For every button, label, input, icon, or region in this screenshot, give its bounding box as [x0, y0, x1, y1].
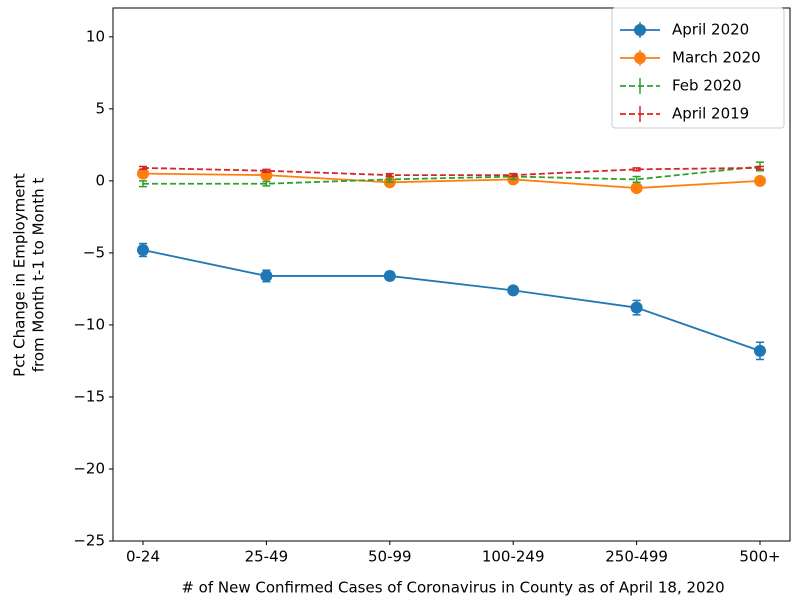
y-tick-label: 0 [95, 171, 105, 189]
x-tick-label: 50-99 [368, 548, 412, 566]
x-tick-label: 500+ [739, 548, 780, 566]
x-tick-label: 25-49 [245, 548, 289, 566]
y-tick-label: −20 [73, 459, 105, 477]
x-tick-label: 100-249 [482, 548, 545, 566]
marker [137, 167, 149, 180]
marker [260, 269, 273, 282]
legend-marker [634, 24, 646, 36]
x-axis-label: # of New Confirmed Cases of Coronavirus … [181, 579, 724, 597]
marker [754, 174, 766, 187]
error-bar [139, 180, 147, 188]
error-bar [262, 168, 271, 173]
y-tick-label: 10 [86, 27, 105, 45]
series-line [142, 167, 761, 177]
legend-marker [634, 52, 646, 64]
marker [383, 269, 396, 282]
y-tick-label: −10 [73, 315, 105, 333]
series-line [142, 172, 761, 189]
error-bar [756, 165, 764, 171]
error-bar [139, 165, 147, 171]
legend-box [611, 7, 785, 129]
error-bar [262, 180, 271, 187]
error-bar [632, 175, 641, 184]
marker [630, 182, 643, 195]
y-tick-label: −5 [83, 243, 105, 261]
error-bar [509, 172, 518, 178]
x-tick-label: 0-24 [126, 548, 160, 566]
plot-frame [112, 7, 791, 542]
y-tick-label: −25 [73, 532, 105, 550]
series-line [142, 249, 761, 352]
marker [137, 244, 149, 257]
y-tick-label: −15 [73, 387, 105, 405]
legend-label: Feb 2020 [672, 77, 742, 95]
marker [630, 301, 643, 314]
x-tick-label: 250-499 [605, 548, 668, 566]
legend-label: April 2020 [672, 21, 749, 39]
y-axis-label: Pct Change in Employment [11, 173, 29, 377]
marker [754, 344, 766, 357]
legend-label: March 2020 [672, 49, 761, 67]
y-axis-label: from Month t-1 to Month t [30, 178, 48, 373]
error-bar [632, 167, 641, 172]
y-tick-label: 5 [95, 99, 105, 117]
marker [507, 284, 520, 297]
legend-label: April 2019 [672, 105, 749, 123]
error-bar [385, 172, 394, 178]
series-line [143, 165, 761, 185]
